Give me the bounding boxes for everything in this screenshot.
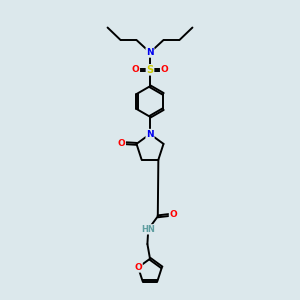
Text: HN: HN xyxy=(141,225,155,234)
Text: O: O xyxy=(132,65,139,74)
Text: O: O xyxy=(134,263,142,272)
Text: O: O xyxy=(118,139,125,148)
Text: O: O xyxy=(161,65,168,74)
Text: O: O xyxy=(169,210,177,219)
Text: S: S xyxy=(146,65,154,75)
Text: N: N xyxy=(146,48,154,57)
Text: N: N xyxy=(146,130,154,139)
